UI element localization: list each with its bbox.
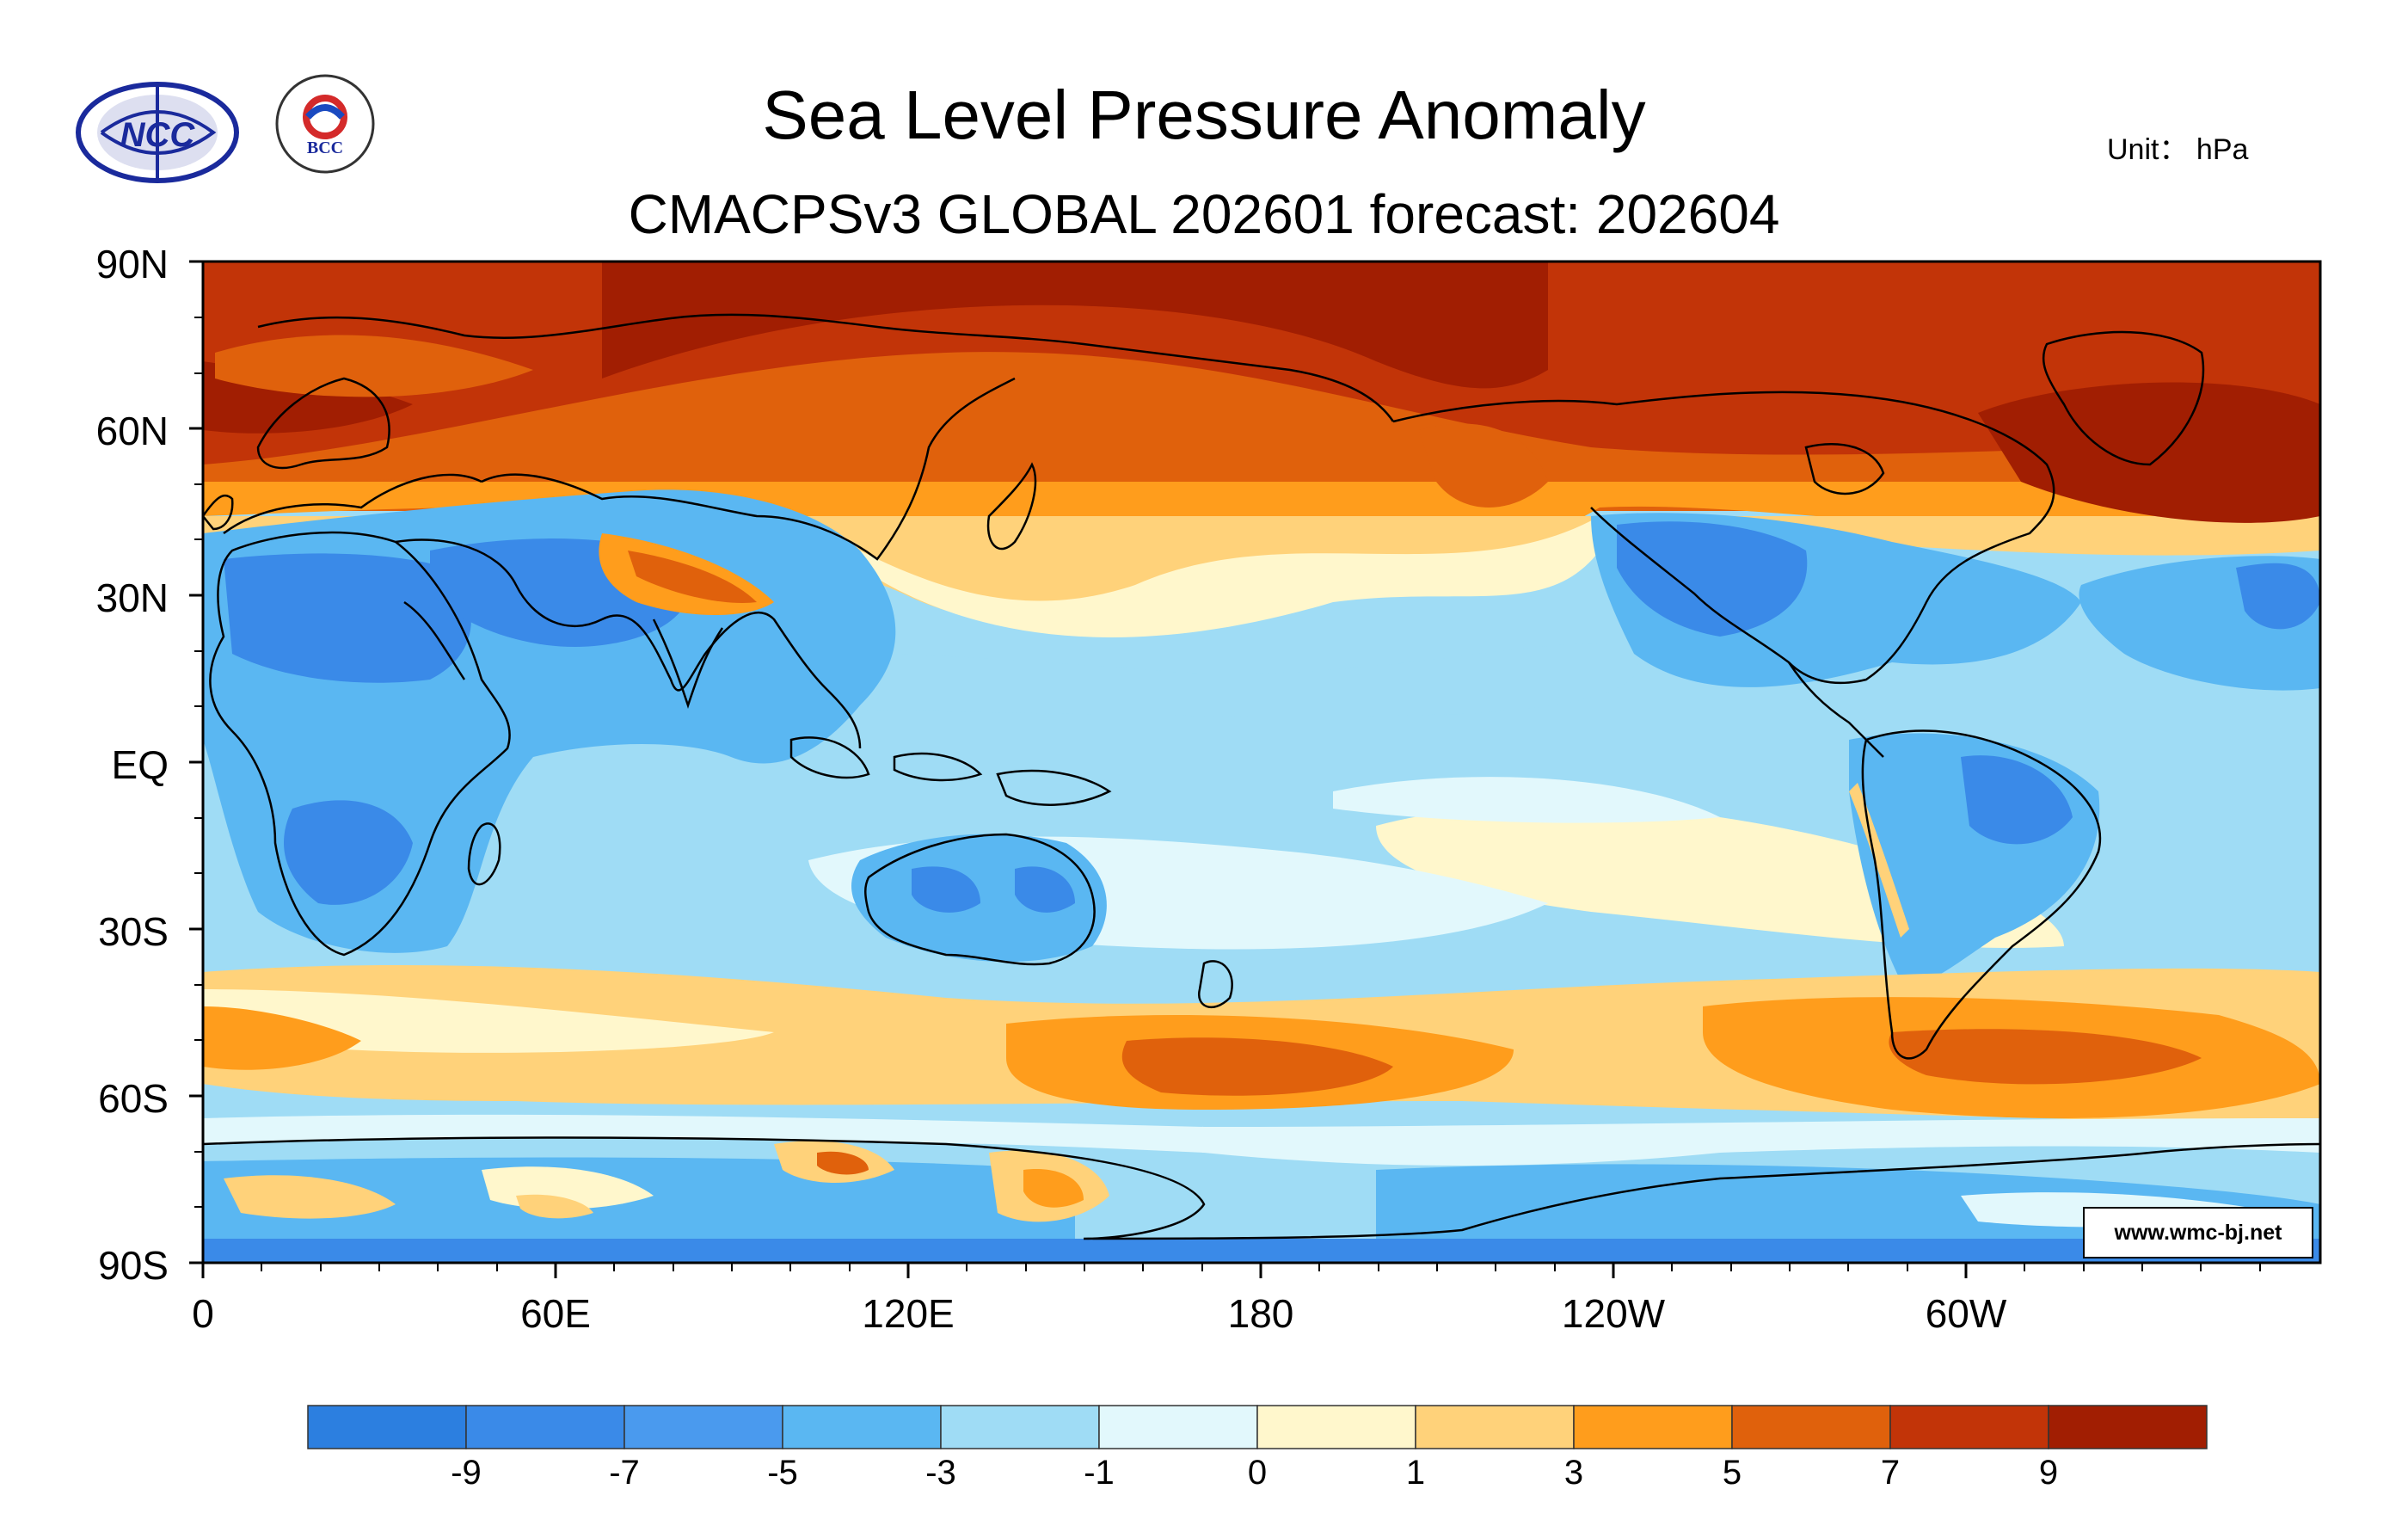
legend-label: -3 [925, 1454, 956, 1492]
legend-label: 9 [2038, 1454, 2059, 1492]
subtitle: CMACPSv3 GLOBAL 202601 forecast: 202604 [628, 183, 1780, 245]
lat-label-90n: 90N [95, 242, 169, 286]
lon-label-120e: 120E [862, 1291, 955, 1336]
lat-label-60n: 60N [95, 409, 169, 453]
ncc-logo: NCC [76, 82, 239, 183]
lat-label-30s: 30S [98, 909, 169, 954]
lat-label-30n: 30N [95, 575, 169, 620]
lat-label-60s: 60S [98, 1076, 169, 1121]
lon-label-60w: 60W [1925, 1291, 2007, 1336]
legend-label: 7 [1880, 1454, 1901, 1492]
main-title: Sea Level Pressure Anomaly [762, 77, 1646, 153]
bcc-logo: BCC [275, 74, 375, 174]
legend-label: -1 [1084, 1454, 1115, 1492]
legend-label: 0 [1247, 1454, 1268, 1492]
legend-label: 3 [1563, 1454, 1584, 1492]
legend-label: -7 [609, 1454, 640, 1492]
legend-label: -5 [767, 1454, 798, 1492]
lon-label-60e: 60E [520, 1291, 591, 1336]
anomaly-field [203, 262, 2320, 1263]
ncc-logo-text: NCC [120, 116, 196, 154]
lon-label-0: 0 [192, 1291, 214, 1336]
legend-label: 1 [1405, 1454, 1426, 1492]
axis-ticks [189, 260, 1968, 1278]
credit-label: www.wmc-bj.net [2083, 1207, 2313, 1258]
legend-label: -9 [451, 1454, 482, 1492]
lon-label-120w: 120W [1561, 1291, 1666, 1336]
coastlines [203, 313, 2320, 1240]
lon-label-180: 180 [1227, 1291, 1294, 1336]
bcc-logo-text: BCC [307, 138, 343, 157]
lat-label-eq: EQ [111, 742, 169, 787]
lat-label-90s: 90S [98, 1243, 169, 1288]
legend-label: 5 [1722, 1454, 1742, 1492]
minor-ticks [194, 317, 2261, 1271]
unit-label: Unit： hPa [2107, 133, 2249, 166]
